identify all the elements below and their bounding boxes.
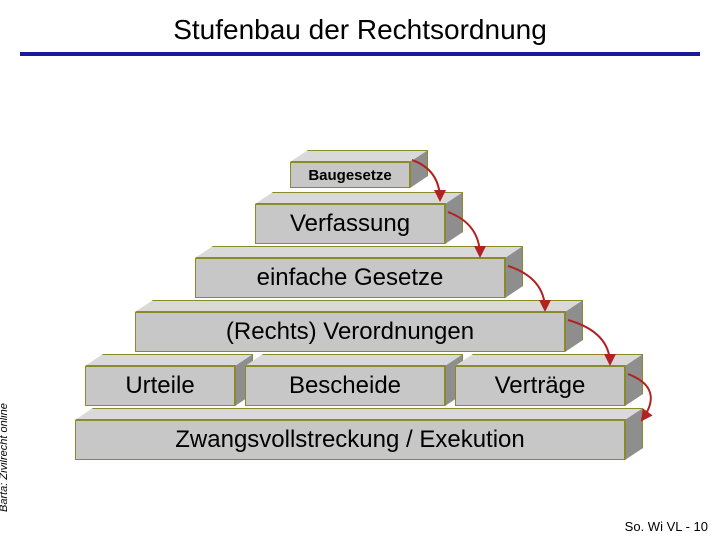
slide-number: So. Wi VL - 10	[625, 519, 708, 534]
pyramid-diagram: Baugesetze Verfassung einfache Gesetze (Rec…	[0, 0, 720, 540]
block-l1: Baugesetze	[290, 150, 428, 188]
block-label: Verfassung	[255, 204, 445, 244]
block-l3: einfache Gesetze	[195, 246, 523, 298]
block-top	[255, 192, 463, 204]
block-l6: Zwangsvollstreckung / Exekution	[75, 408, 643, 460]
block-l5c: Verträge	[455, 354, 643, 406]
block-top	[455, 354, 643, 366]
block-label: Bescheide	[245, 366, 445, 406]
block-top	[290, 150, 428, 162]
block-label: Baugesetze	[290, 162, 410, 188]
block-label: (Rechts) Verordnungen	[135, 312, 565, 352]
block-l4: (Rechts) Verordnungen	[135, 300, 583, 352]
block-top	[85, 354, 253, 366]
block-top	[75, 408, 643, 420]
block-l2: Verfassung	[255, 192, 463, 244]
block-l5b: Bescheide	[245, 354, 463, 406]
block-top	[195, 246, 523, 258]
block-l5a: Urteile	[85, 354, 253, 406]
block-top	[135, 300, 583, 312]
block-top	[245, 354, 463, 366]
block-label: Zwangsvollstreckung / Exekution	[75, 420, 625, 460]
side-credit: Barta: Zivilrecht online	[0, 403, 10, 512]
block-label: Urteile	[85, 366, 235, 406]
block-label: Verträge	[455, 366, 625, 406]
block-label: einfache Gesetze	[195, 258, 505, 298]
